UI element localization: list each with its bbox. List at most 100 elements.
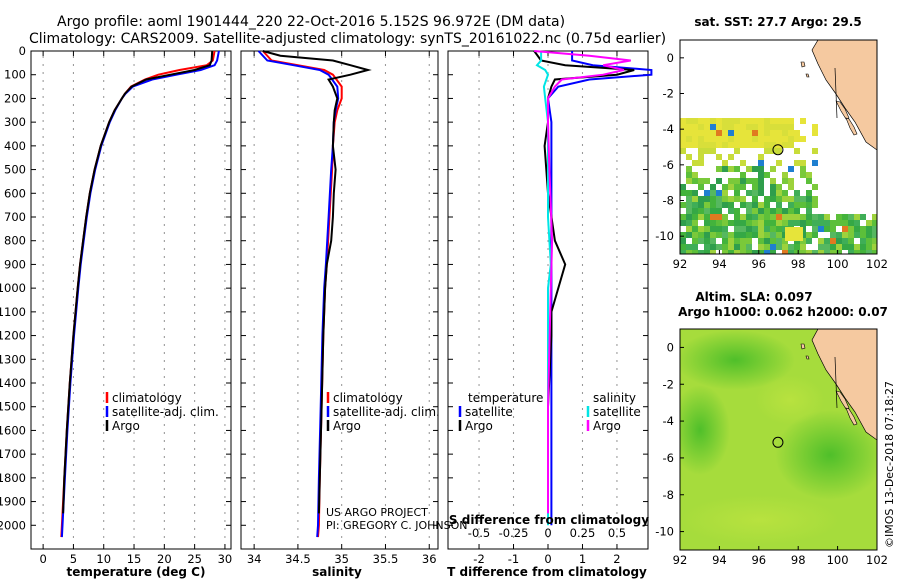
- grid-dot: [133, 128, 135, 130]
- grid-dot: [194, 408, 196, 410]
- grid-dot: [42, 80, 44, 82]
- grid-dot: [42, 312, 44, 314]
- grid-dot: [133, 184, 135, 186]
- grid-dot: [253, 344, 255, 346]
- sst-island-1: [835, 100, 850, 120]
- grid-dot: [72, 128, 75, 130]
- sst-pixel: [776, 244, 782, 250]
- grid-dot: [224, 424, 226, 426]
- sst-pixel: [722, 196, 728, 202]
- grid-dot: [194, 320, 196, 322]
- grid-dot: [341, 400, 343, 402]
- sst-pixel: [728, 136, 734, 142]
- sst-pixel: [800, 202, 806, 208]
- grid-dot: [512, 424, 515, 426]
- grid-dot: [133, 472, 135, 474]
- grid-dot: [581, 368, 584, 370]
- sst-pixel: [710, 142, 716, 148]
- grid-dot: [253, 352, 255, 354]
- grid-dot: [163, 280, 165, 282]
- sst-pixel: [686, 220, 692, 226]
- sst-pixel: [770, 124, 776, 130]
- grid-dot: [341, 536, 343, 538]
- grid-dot: [72, 312, 75, 314]
- grid-dot: [616, 112, 618, 114]
- sst-pixel: [800, 214, 806, 220]
- sst-pixel: [764, 130, 770, 136]
- grid-dot: [42, 280, 44, 282]
- grid-dot: [194, 184, 196, 186]
- grid-dot: [224, 56, 226, 58]
- grid-dot: [547, 80, 549, 82]
- sst-pixel: [740, 124, 746, 130]
- salinity-diff-tick-label: 0.25: [570, 526, 596, 540]
- sst-pixel: [698, 178, 704, 184]
- grid-dot: [478, 88, 480, 90]
- grid-dot: [194, 368, 196, 370]
- salinity-series-argo: [262, 50, 372, 514]
- sst-pixel: [746, 136, 752, 142]
- grid-dot: [194, 504, 196, 506]
- sst-pixel: [812, 196, 818, 202]
- sst-pixel: [680, 136, 686, 142]
- sst-pixel: [734, 148, 740, 154]
- sst-pixel: [770, 184, 776, 190]
- sst-pixel: [782, 130, 788, 136]
- grid-dot: [341, 280, 343, 282]
- grid-dot: [103, 328, 105, 330]
- grid-dot: [103, 56, 105, 58]
- grid-dot: [384, 520, 387, 522]
- grid-dot: [103, 352, 105, 354]
- grid-dot: [478, 224, 480, 226]
- grid-dot: [253, 184, 255, 186]
- sst-pixel: [860, 214, 866, 220]
- sst-pixel: [788, 214, 794, 220]
- sst-pixel: [830, 220, 836, 226]
- grid-dot: [428, 176, 430, 178]
- sst-pixel: [752, 196, 758, 202]
- grid-dot: [341, 232, 343, 234]
- grid-dot: [616, 464, 618, 466]
- grid-dot: [72, 256, 75, 258]
- grid-dot: [133, 288, 135, 290]
- sst-pixel: [704, 220, 710, 226]
- grid-dot: [72, 192, 75, 194]
- grid-dot: [428, 336, 430, 338]
- grid-dot: [512, 456, 515, 458]
- grid-dot: [72, 152, 75, 154]
- grid-dot: [42, 88, 44, 90]
- grid-dot: [163, 520, 165, 522]
- grid-dot: [428, 360, 430, 362]
- grid-dot: [297, 504, 299, 506]
- grid-dot: [341, 152, 343, 154]
- sst-pixel: [698, 130, 704, 136]
- sla_map-ytick-label: -4: [663, 414, 674, 428]
- sst-pixel: [758, 208, 764, 214]
- grid-dot: [616, 192, 618, 194]
- sst-pixel: [758, 214, 764, 220]
- grid-dot: [297, 72, 299, 74]
- sst-pixel: [836, 250, 842, 254]
- grid-dot: [253, 528, 255, 530]
- grid-dot: [512, 312, 515, 314]
- sst-pixel: [728, 154, 734, 160]
- grid-dot: [616, 520, 618, 522]
- sla_map-ytick-label: -2: [663, 377, 674, 391]
- grid-dot: [581, 160, 584, 162]
- grid-dot: [341, 464, 343, 466]
- grid-dot: [72, 512, 75, 514]
- sst-pixel: [866, 226, 872, 232]
- sst-pixel: [746, 166, 752, 172]
- grid-dot: [224, 496, 226, 498]
- sst-pixel: [794, 202, 800, 208]
- grid-dot: [72, 280, 75, 282]
- grid-dot: [616, 200, 618, 202]
- sst-pixel: [746, 130, 752, 136]
- grid-dot: [163, 152, 165, 154]
- sst-pixel: [836, 244, 842, 250]
- grid-dot: [384, 128, 387, 130]
- grid-dot: [547, 256, 549, 258]
- grid-dot: [42, 288, 44, 290]
- sst-pixel: [734, 196, 740, 202]
- grid-dot: [581, 512, 584, 514]
